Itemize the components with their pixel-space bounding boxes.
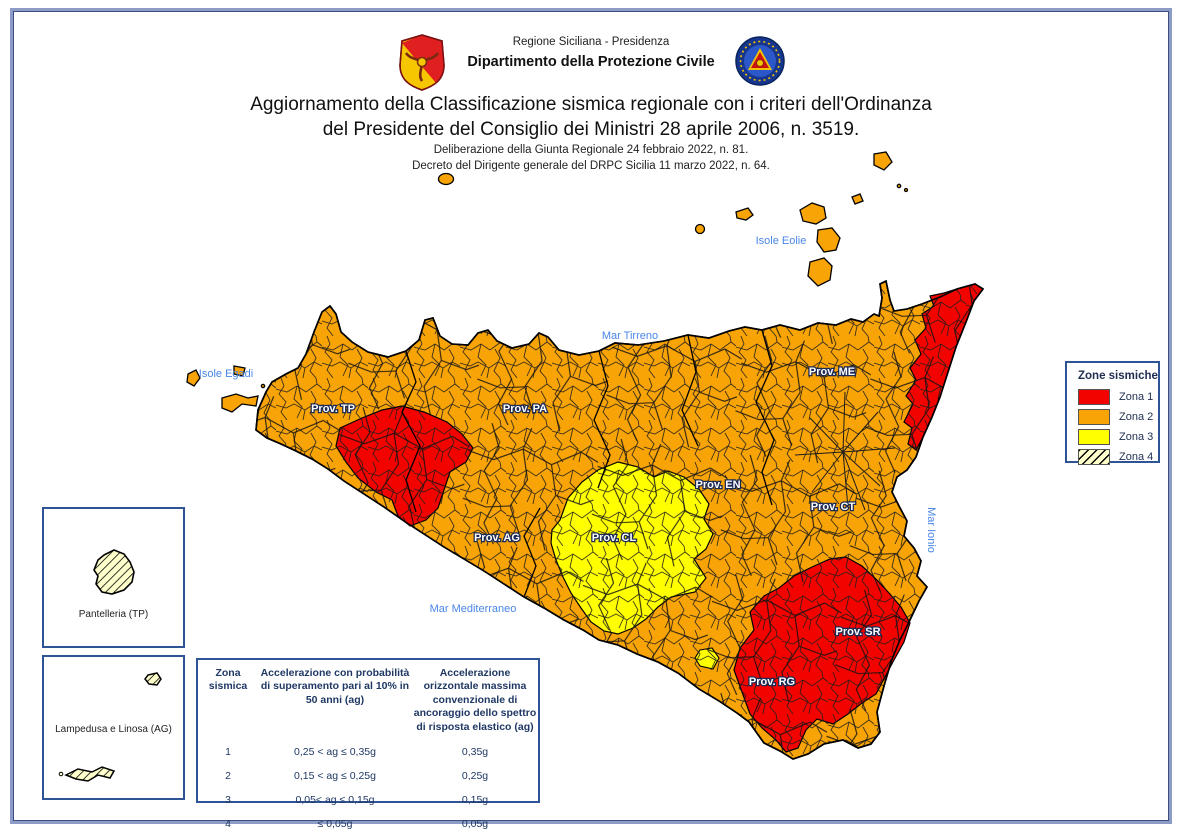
cell-range-4: ≤ 0,05g [317, 818, 353, 831]
stromboli-island [873, 151, 893, 171]
protezione-civile-logo [735, 36, 785, 86]
marettimo-island [186, 369, 201, 387]
vulcano-island [807, 257, 833, 287]
page-subtitle-line2: Decreto del Dirigente generale del DRPC … [412, 160, 770, 172]
salina-island [799, 202, 827, 225]
cell-anchor-4: 0,05g [461, 818, 489, 831]
legend-item-zona3: Zona 3 [1078, 428, 1158, 445]
legend-item-zona4: Zona 4 [1078, 448, 1158, 465]
cell-zona-2: 2 [225, 770, 231, 783]
cell-anchor-3: 0,15g [461, 794, 489, 807]
ustica-island [437, 172, 455, 186]
zona1-color-swatch [1078, 388, 1110, 405]
cell-range-1: 0,25 < ag ≤ 0,35g [294, 746, 376, 759]
favignana-island [221, 393, 259, 413]
prov-en-label: Prov. EN [695, 479, 740, 491]
seismic-zone-table: Zona sismica Accelerazione con probabili… [196, 658, 540, 830]
minor-islands [186, 151, 909, 413]
mar-mediterraneo-label: Mar Mediterraneo [430, 603, 517, 615]
prov-tp-label: Prov. TP [311, 403, 355, 415]
zona2-label: Zona 2 [1119, 410, 1154, 423]
levanzo-island [233, 365, 246, 377]
pantelleria-label: Pantelleria (TP) [78, 609, 149, 620]
inset-pantelleria: Pantelleria (TP) [42, 507, 185, 648]
etna-radial-boundaries [794, 391, 896, 511]
prov-pa-label: Prov. PA [503, 403, 547, 415]
lampedusa-linosa-label: Lampedusa e Linosa (AG) [55, 724, 172, 735]
table-row: 2 0,15 < ag ≤ 0,25g 0,25g [198, 764, 538, 788]
zona4-label: Zona 4 [1119, 450, 1154, 463]
zona1-label: Zona 1 [1119, 390, 1154, 403]
col-header-ag-probability: Accelerazione con probabilità di superam… [260, 667, 410, 706]
pantelleria-island [93, 549, 135, 595]
mar-ionio-label: Mar Ionio [925, 507, 937, 553]
org-name: Regione Siciliana - Presidenza [512, 36, 670, 48]
zona3-color-swatch [1078, 428, 1110, 445]
legend-title: Zone sismiche [1078, 370, 1158, 382]
legend-item-zona1: Zona 1 [1078, 388, 1158, 405]
mar-tirreno-label: Mar Tirreno [602, 330, 658, 342]
table-row: 1 0,25 < ag ≤ 0,35g 0,35g [198, 740, 538, 764]
isole-egadi-label: Isole Egadi [199, 368, 253, 380]
cell-range-2: 0,15 < ag ≤ 0,25g [294, 770, 376, 783]
cell-anchor-1: 0,35g [461, 746, 489, 759]
legend-zone-sismiche: Zone sismiche Zona 1 Zona 2 Zona 3 Zona … [1065, 361, 1160, 465]
table-row: 4 ≤ 0,05g 0,05g [198, 812, 538, 833]
page-title-line1: Aggiornamento della Classificazione sism… [250, 94, 932, 115]
alicudi-island [694, 223, 706, 235]
prov-cl-label: Prov. CL [592, 532, 637, 544]
filicudi-island [735, 207, 754, 221]
cell-zona-4: 4 [225, 818, 231, 831]
cell-anchor-2: 0,25g [461, 770, 489, 783]
prov-ct-label: Prov. CT [811, 501, 856, 513]
col-header-zona: Zona sismica [208, 667, 248, 693]
cell-zona-3: 3 [225, 794, 231, 807]
cell-zona-1: 1 [225, 746, 231, 759]
regione-siciliana-trinacria-logo [399, 34, 445, 91]
cell-range-3: 0,05< ag ≤ 0,15g [295, 794, 375, 807]
zona2-color-swatch [1078, 408, 1110, 425]
inset-lampedusa-linosa: Lampedusa e Linosa (AG) [42, 655, 185, 800]
linosa-island [144, 672, 162, 686]
zona4-hatch-swatch [1078, 448, 1110, 465]
prov-sr-label: Prov. SR [835, 626, 880, 638]
page-subtitle-line1: Deliberazione della Giunta Regionale 24 … [433, 144, 749, 156]
legend-item-zona2: Zona 2 [1078, 408, 1158, 425]
panarea-island [851, 193, 864, 205]
col-header-ag-anchor: Accelerazione orizzontale massima conven… [413, 667, 537, 733]
lampedusa-island [64, 766, 116, 782]
prov-me-label: Prov. ME [809, 366, 855, 378]
zona3-label: Zona 3 [1119, 430, 1154, 443]
isole-eolie-label: Isole Eolie [756, 235, 807, 247]
page-title-line2: del Presidente del Consiglio dei Ministr… [322, 119, 860, 140]
lampedusa-linosa-islands [58, 672, 162, 782]
table-header-row: Zona sismica Accelerazione con probabili… [198, 660, 538, 734]
prov-rg-label: Prov. RG [749, 676, 795, 688]
department-name: Dipartimento della Protezione Civile [467, 54, 715, 70]
prov-ag-label: Prov. AG [474, 532, 520, 544]
table-row: 3 0,05< ag ≤ 0,15g 0,15g [198, 788, 538, 812]
lipari-island [816, 227, 841, 253]
